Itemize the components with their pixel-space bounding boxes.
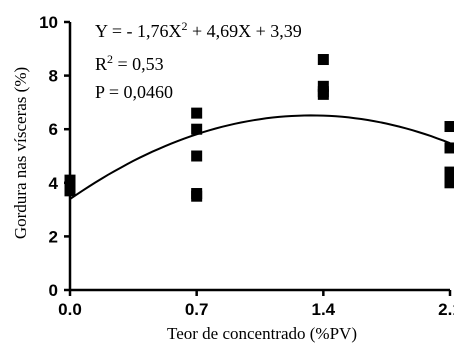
- x-tick-label: 0.0: [58, 300, 82, 319]
- fit-equation: Y = - 1,76X2 + 4,69X + 3,39: [95, 19, 302, 41]
- data-point: [444, 121, 454, 133]
- y-tick-label: 4: [49, 174, 59, 193]
- data-point: [444, 166, 454, 178]
- x-tick-label: 0.7: [185, 300, 209, 319]
- axes: [64, 20, 452, 296]
- data-point: [317, 54, 329, 66]
- fit-curve-layer: [69, 114, 451, 200]
- x-axis-title: Teor de concentrado (%PV): [167, 324, 357, 343]
- y-tick-label: 6: [49, 120, 58, 139]
- x-tick-label: 2.1: [438, 300, 454, 319]
- r-squared: R2 = 0,53: [95, 52, 164, 74]
- data-point: [444, 177, 454, 189]
- data-point: [191, 190, 203, 202]
- fit-curve: [69, 114, 451, 200]
- p-value: P = 0,0460: [95, 82, 173, 102]
- points-layer: [64, 54, 454, 202]
- y-tick-label: 0: [49, 281, 58, 300]
- y-tick-label: 2: [49, 227, 58, 246]
- y-tick-label: 10: [39, 13, 58, 32]
- data-point: [191, 107, 203, 119]
- data-point: [191, 123, 203, 135]
- data-point: [444, 142, 454, 154]
- data-point: [64, 185, 76, 197]
- y-tick-label: 8: [49, 67, 58, 86]
- y-axis-title: Gordura nas vísceras (%): [11, 67, 30, 239]
- tick-labels: 0 2 4 6 8 10 0.0 0.7 1.4 2.1: [39, 13, 454, 319]
- x-tick-label: 1.4: [312, 300, 336, 319]
- data-point: [317, 88, 329, 100]
- data-point: [191, 150, 203, 162]
